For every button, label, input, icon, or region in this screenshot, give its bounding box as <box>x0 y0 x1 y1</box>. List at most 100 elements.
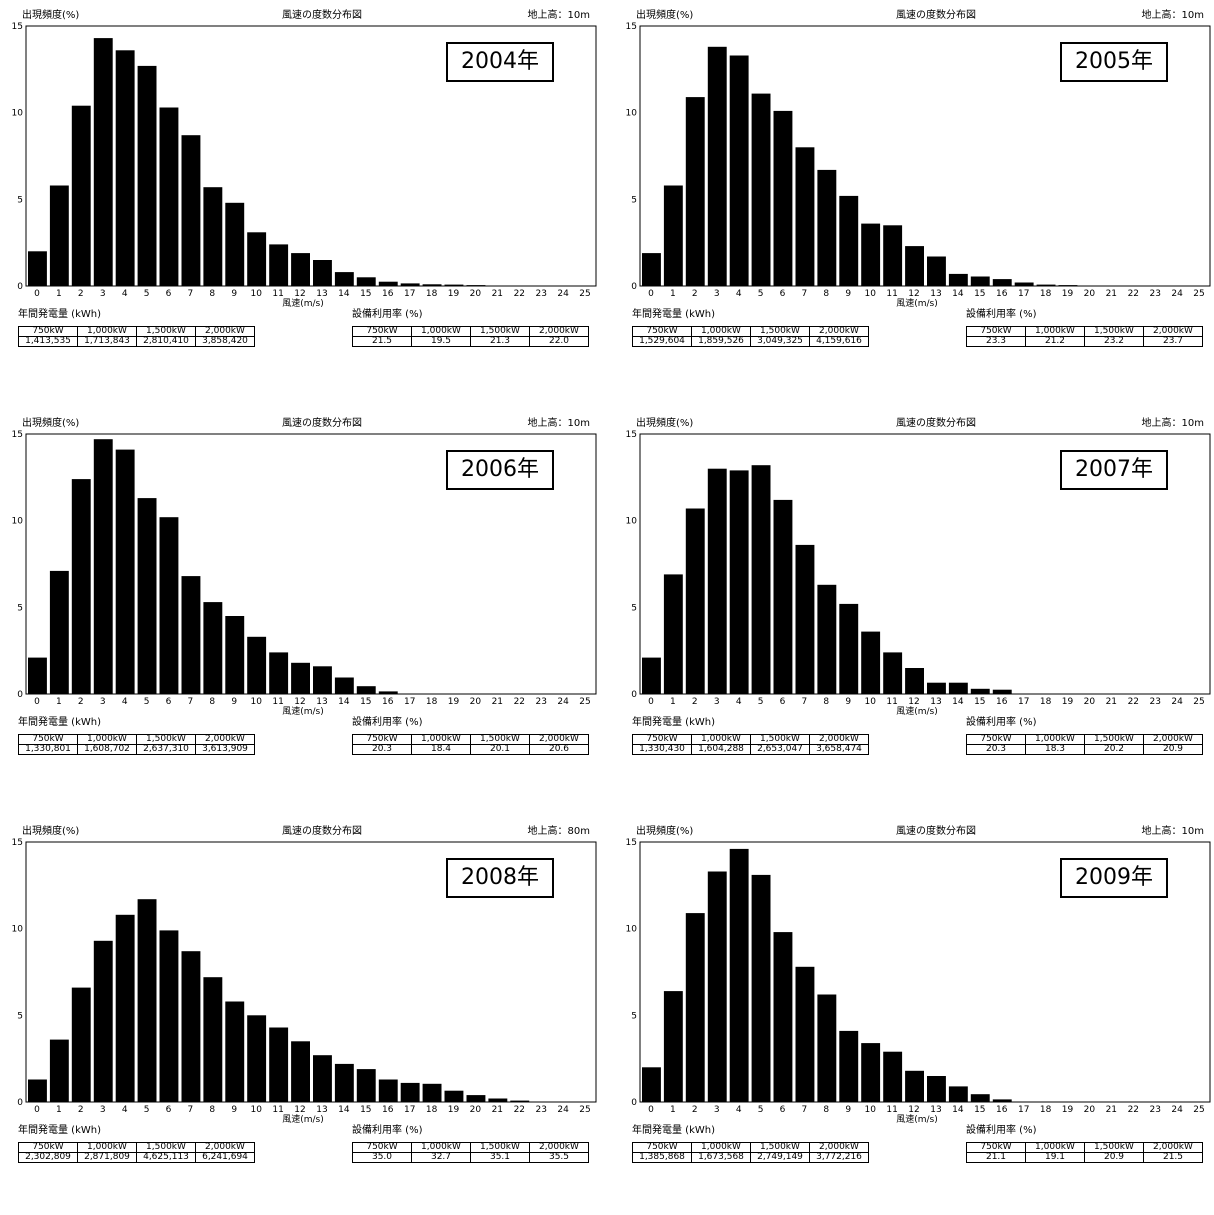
x-tick-label: 13 <box>930 289 941 299</box>
y-tick-label: 0 <box>631 282 637 292</box>
turbine-header: 2,000kW <box>529 1142 589 1153</box>
x-tick-label: 18 <box>426 289 438 299</box>
bar <box>203 602 223 694</box>
table-header-row: 750kW 1,000kW 1,500kW 2,000kW <box>632 326 869 337</box>
table-cell: 23.7 <box>1143 336 1203 347</box>
chart-panel: 出現頻度(%) 風速の度数分布図 地上高：10m 0 5 10 15 0 1 2 3 4 5 6 7 8 9 10… <box>620 820 1214 1215</box>
y-tick-label: 15 <box>626 430 637 440</box>
year-label: 2005年 <box>1060 42 1168 82</box>
x-tick-label: 12 <box>294 1105 305 1115</box>
x-tick-label: 23 <box>535 1105 546 1115</box>
bar <box>466 285 486 286</box>
x-tick-label: 23 <box>1149 289 1160 299</box>
turbine-header: 1,500kW <box>750 734 810 745</box>
y-tick-label: 0 <box>631 1098 637 1108</box>
bar <box>422 1083 442 1102</box>
annual-energy-label: 年間発電量 (kWh) <box>632 309 715 320</box>
table-cell: 20.3 <box>966 744 1026 755</box>
x-tick-label: 23 <box>1149 697 1160 707</box>
turbine-header: 1,000kW <box>1025 1142 1085 1153</box>
bar <box>948 273 968 286</box>
bar <box>642 657 661 694</box>
turbine-header: 1,500kW <box>1084 734 1144 745</box>
x-tick-label: 25 <box>579 1105 590 1115</box>
table-header-row: 750kW 1,000kW 1,500kW 2,000kW <box>352 1142 589 1153</box>
table-cell: 3,613,909 <box>195 744 255 755</box>
x-axis-label: 風速(m/s) <box>282 298 324 309</box>
turbine-header: 750kW <box>352 734 412 745</box>
table-header-row: 750kW 1,000kW 1,500kW 2,000kW <box>18 326 255 337</box>
x-tick-label: 1 <box>56 1105 62 1115</box>
x-tick-label: 14 <box>952 697 964 707</box>
bar <box>247 636 267 694</box>
x-tick-label: 23 <box>535 289 546 299</box>
table-cell: 2,871,809 <box>77 1152 137 1163</box>
x-tick-label: 14 <box>338 289 350 299</box>
bar <box>883 652 903 694</box>
table-cell: 20.3 <box>352 744 412 755</box>
annual-energy-table: 750kW 1,000kW 1,500kW 2,000kW 1,385,868 1,673… <box>632 1142 869 1163</box>
x-tick-label: 11 <box>272 1105 283 1115</box>
turbine-header: 2,000kW <box>1143 326 1203 337</box>
y-tick-label: 10 <box>626 925 638 935</box>
bar <box>291 253 310 286</box>
bar <box>839 195 859 286</box>
table-row: 23.3 21.2 23.2 23.7 <box>966 336 1203 347</box>
x-tick-label: 2 <box>692 289 698 299</box>
x-tick-label: 19 <box>1062 289 1074 299</box>
bar <box>751 465 771 694</box>
bar <box>93 940 113 1102</box>
x-tick-label: 19 <box>448 697 460 707</box>
x-tick-label: 18 <box>1040 1105 1052 1115</box>
bar <box>663 991 683 1102</box>
chart-panel: 出現頻度(%) 風速の度数分布図 地上高：10m 0 5 10 15 0 1 2 3 4 5 6 7 8 9 10… <box>620 4 1214 399</box>
annual-energy-table: 750kW 1,000kW 1,500kW 2,000kW 1,529,604 1,859… <box>632 326 869 347</box>
y-tick-label: 0 <box>17 1098 23 1108</box>
table-header-row: 750kW 1,000kW 1,500kW 2,000kW <box>352 326 589 337</box>
x-tick-label: 15 <box>360 697 371 707</box>
bar <box>642 253 661 286</box>
bar <box>378 691 398 694</box>
table-row: 1,413,535 1,713,843 2,810,410 3,858,420 <box>18 336 255 347</box>
x-tick-label: 7 <box>188 697 194 707</box>
bar <box>269 652 289 694</box>
x-tick-label: 16 <box>996 289 1008 299</box>
bar <box>707 468 727 694</box>
turbine-header: 1,000kW <box>411 326 471 337</box>
bar <box>444 284 464 286</box>
x-tick-label: 16 <box>382 697 394 707</box>
y-tick-label: 10 <box>626 517 638 527</box>
x-tick-label: 24 <box>1171 289 1183 299</box>
utilization-table: 750kW 1,000kW 1,500kW 2,000kW 21.5 19.5 21.3 22… <box>352 326 589 347</box>
x-tick-label: 21 <box>492 289 503 299</box>
y-tick-label: 10 <box>12 109 24 119</box>
turbine-header: 750kW <box>966 734 1026 745</box>
bar <box>313 260 332 286</box>
x-tick-label: 2 <box>78 289 84 299</box>
turbine-header: 750kW <box>18 326 78 337</box>
turbine-header: 1,000kW <box>77 734 137 745</box>
bar <box>905 1070 924 1102</box>
y-tick-label: 5 <box>17 195 23 205</box>
bar <box>729 55 749 286</box>
x-tick-label: 19 <box>1062 697 1074 707</box>
table-cell: 19.5 <box>411 336 471 347</box>
x-tick-label: 11 <box>886 289 897 299</box>
x-tick-label: 5 <box>144 289 150 299</box>
x-tick-label: 24 <box>1171 1105 1183 1115</box>
table-cell: 1,330,801 <box>18 744 78 755</box>
bar <box>422 284 442 286</box>
turbine-header: 1,000kW <box>691 734 751 745</box>
table-row: 21.5 19.5 21.3 22.0 <box>352 336 589 347</box>
bar <box>269 244 289 286</box>
x-tick-label: 2 <box>692 1105 698 1115</box>
x-tick-label: 13 <box>930 697 941 707</box>
year-label: 2006年 <box>446 450 554 490</box>
height-label: 地上高：10m <box>1141 826 1204 837</box>
bar <box>992 1099 1012 1102</box>
annual-energy-label: 年間発電量 (kWh) <box>18 309 101 320</box>
turbine-header: 1,500kW <box>136 734 196 745</box>
plot-frame <box>25 433 597 695</box>
table-cell: 2,637,310 <box>136 744 196 755</box>
x-tick-label: 20 <box>470 289 482 299</box>
